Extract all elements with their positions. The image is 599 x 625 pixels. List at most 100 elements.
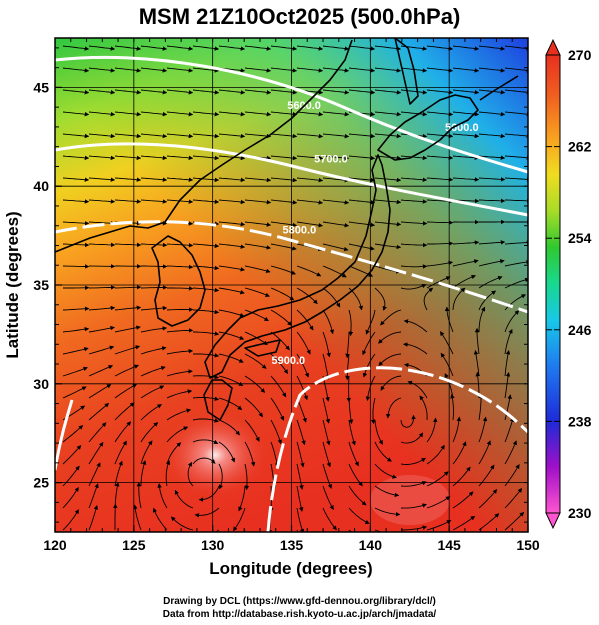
streamline [400, 264, 428, 269]
streamline [296, 67, 324, 73]
streamline [504, 240, 528, 245]
streamline [140, 365, 166, 377]
streamline [166, 408, 192, 421]
streamline [166, 369, 193, 377]
y-tick-label: 25 [33, 475, 49, 491]
streamline [452, 491, 474, 509]
streamline [504, 259, 528, 267]
streamline [426, 444, 445, 465]
streamline [452, 240, 480, 245]
streamline [401, 525, 428, 531]
streamline [167, 286, 194, 291]
streamline [62, 199, 90, 204]
streamline [62, 221, 90, 226]
streamline [114, 199, 142, 204]
streamline [270, 155, 298, 161]
streamline [166, 307, 194, 312]
x-axis: 120 125 130 135 140 145 150 [43, 38, 540, 553]
streamline [114, 325, 141, 333]
streamline [452, 133, 480, 139]
streamline [504, 45, 528, 51]
streamline [166, 348, 194, 355]
colorbar-tick-label: 254 [568, 230, 592, 246]
streamline [380, 309, 402, 326]
streamline [348, 221, 376, 228]
streamline [504, 511, 525, 531]
streamline [504, 155, 528, 160]
streamline [166, 155, 194, 161]
streamline [296, 375, 308, 401]
streamline [218, 133, 246, 139]
streamline [140, 133, 168, 139]
streamline [322, 133, 350, 139]
streamline [348, 155, 376, 161]
streamline [114, 305, 142, 311]
streamline [270, 133, 298, 139]
streamline [165, 460, 171, 487]
streamline [88, 504, 99, 531]
streamline [187, 461, 194, 487]
streamline [322, 111, 350, 117]
streamline [504, 394, 512, 421]
streamline [62, 486, 79, 509]
streamline [478, 393, 484, 421]
streamline [114, 133, 142, 139]
streamline [478, 240, 506, 245]
streamline [194, 507, 220, 518]
streamline [478, 67, 506, 73]
streamline [192, 45, 220, 51]
streamline [452, 67, 480, 73]
contour-label: 5900.0 [272, 355, 306, 367]
streamline [348, 89, 376, 95]
streamline [244, 463, 250, 491]
streamline [192, 457, 216, 465]
streamline [114, 345, 141, 355]
coastline-sakhalin [394, 38, 419, 105]
colorbar-tick-label: 246 [568, 322, 592, 338]
streamline [400, 221, 428, 226]
streamline [62, 242, 90, 248]
streamline [322, 507, 337, 531]
streamline [296, 265, 322, 277]
streamline [218, 353, 244, 363]
streamline [174, 489, 194, 509]
streamline [114, 460, 123, 487]
streamline [62, 45, 90, 51]
streamline [218, 441, 236, 463]
streamline [374, 419, 383, 445]
streamline [504, 440, 517, 465]
streamline [88, 422, 107, 443]
streamline [296, 353, 309, 378]
height-contours [55, 55, 528, 532]
streamline [62, 133, 90, 139]
streamline [244, 133, 272, 139]
streamline [322, 353, 330, 380]
colorbar-max-arrow [545, 38, 561, 56]
streamline [140, 346, 167, 355]
streamline [322, 177, 350, 183]
streamline [296, 133, 324, 139]
streamline [478, 133, 506, 139]
streamline [426, 260, 454, 267]
streamline [192, 374, 220, 380]
streamline [270, 331, 290, 351]
streamline [218, 419, 240, 436]
streamline [192, 111, 220, 117]
y-tick-label: 30 [33, 376, 49, 392]
streamline [478, 513, 500, 531]
streamline [140, 199, 168, 204]
streamline [322, 155, 350, 161]
streamline [62, 425, 84, 443]
streamline [374, 507, 401, 517]
streamline [296, 309, 314, 331]
streamline [114, 284, 142, 290]
x-tick-label: 120 [43, 537, 67, 553]
streamline [114, 45, 142, 51]
colorbar-tick-label: 270 [568, 47, 592, 63]
streamline [452, 45, 480, 51]
streamline [88, 155, 116, 161]
colorbar-scale [545, 54, 561, 514]
streamline [426, 417, 438, 443]
streamline [348, 309, 354, 337]
streamline [88, 365, 114, 377]
